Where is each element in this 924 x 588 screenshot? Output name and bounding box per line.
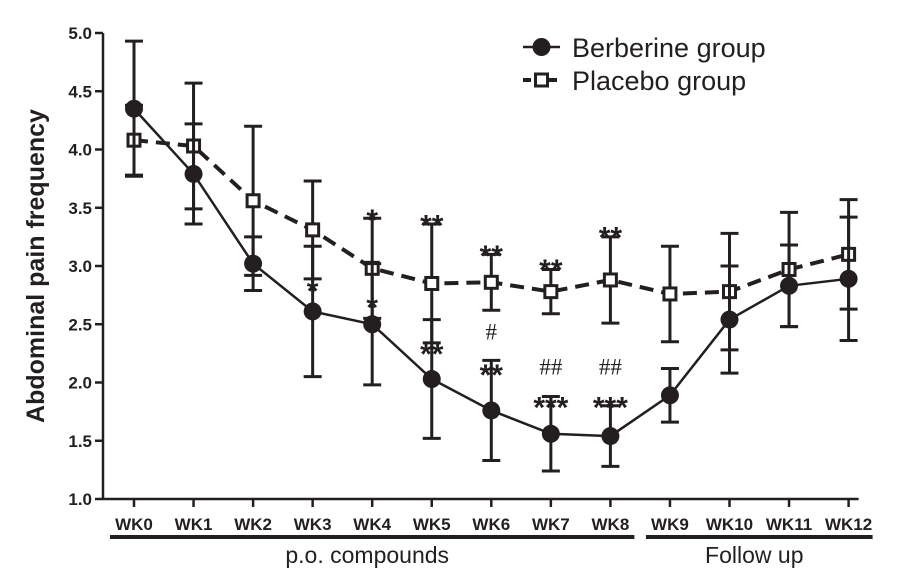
y-tick-label: 3.5: [68, 199, 92, 218]
x-tick-label: WK9: [651, 515, 689, 534]
legend-item: Berberine group: [523, 33, 766, 63]
data-point: [662, 286, 678, 302]
data-point: [720, 310, 739, 329]
period-label: Follow up: [705, 542, 803, 568]
x-tick-label: WK3: [294, 515, 332, 534]
legend-label: Berberine group: [572, 33, 766, 63]
significance-star: **: [420, 210, 444, 243]
significance-star: ***: [593, 391, 628, 424]
x-tick-label: WK7: [532, 515, 570, 534]
legend-label: Placebo group: [572, 66, 746, 96]
y-tick-label: 4.0: [68, 141, 92, 160]
significance-star: **: [480, 240, 504, 273]
data-point: [422, 370, 441, 389]
x-tick-label: WK8: [592, 515, 630, 534]
data-point: [660, 386, 679, 405]
data-point: [780, 276, 799, 295]
y-tick-label: 1.0: [68, 490, 92, 509]
data-point: [244, 254, 263, 273]
y-tick-label: 1.5: [68, 432, 92, 451]
significance-star: *: [366, 291, 378, 324]
significance-star: *: [366, 204, 378, 237]
x-tick-label: WK4: [353, 515, 391, 534]
data-point: [363, 315, 382, 334]
data-point: [602, 272, 618, 288]
legend-marker: [532, 38, 551, 56]
data-point: [125, 99, 143, 118]
data-point: [543, 284, 559, 300]
y-tick-label: 4.5: [68, 82, 92, 101]
x-tick-label: WK10: [706, 515, 753, 534]
x-tick-label: WK6: [472, 515, 510, 534]
period-label: p.o. compounds: [285, 542, 449, 568]
significance-annotations: * ******#****##*****##*****: [307, 204, 628, 425]
data-point: [303, 302, 322, 321]
x-tick-label: WK12: [825, 515, 872, 534]
significance-star: *: [307, 275, 319, 308]
data-point: [184, 164, 203, 183]
legend-marker: [534, 72, 549, 88]
significance-star: ***: [533, 391, 568, 424]
data-point: [541, 424, 560, 443]
significance-star: **: [420, 338, 444, 371]
y-tick-label: 2.0: [68, 374, 92, 393]
significance-hash: ##: [539, 354, 563, 379]
data-point: [839, 269, 858, 288]
y-tick-label: 2.5: [68, 315, 92, 334]
significance-hash: #: [486, 319, 498, 344]
series-berberine: [125, 39, 858, 473]
period-groups: p.o. compounds Follow up: [110, 535, 873, 568]
data-point: [482, 401, 501, 420]
data-point: [305, 222, 321, 238]
legend-item: Placebo group: [523, 66, 746, 96]
y-axis-title: Abdominal pain frequency: [22, 109, 50, 423]
x-tick-label: WK0: [115, 515, 153, 534]
x-tick-label: WK11: [766, 515, 812, 534]
data-point: [424, 275, 440, 291]
period-group: p.o. compounds: [110, 535, 635, 568]
significance-star: **: [539, 254, 563, 287]
x-tick-label: WK2: [234, 515, 272, 534]
x-tick-label: WK5: [413, 515, 451, 534]
x-tick-label: WK1: [175, 515, 213, 534]
significance-hash: ##: [599, 354, 623, 379]
y-tick-label: 5.0: [68, 24, 92, 43]
data-point: [245, 193, 261, 209]
significance-star: **: [480, 359, 504, 392]
period-group: Follow up: [645, 535, 873, 568]
series-layer: [125, 39, 858, 473]
significance-star: **: [599, 221, 623, 254]
axes: 1.0 1.5 2.0 2.5 3.0 3.5 4.0 4.5 5.0 WK0 WK1 WK2 WK3 W…: [22, 24, 872, 534]
y-tick-label: 3.0: [68, 257, 92, 276]
data-point: [601, 427, 620, 446]
data-point: [483, 274, 499, 290]
